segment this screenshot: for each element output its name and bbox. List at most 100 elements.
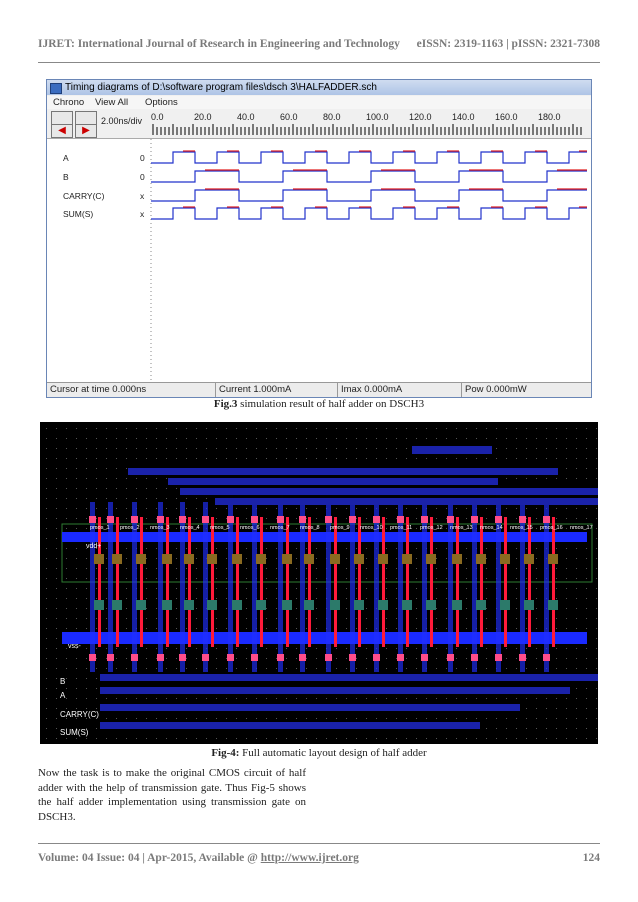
grid-dot (386, 518, 387, 519)
grid-dot (296, 718, 297, 719)
grid-dot (366, 718, 367, 719)
grid-dot (576, 738, 577, 739)
grid-dot (536, 698, 537, 699)
grid-dot (296, 508, 297, 509)
grid-dot (456, 738, 457, 739)
grid-dot (216, 528, 217, 529)
grid-dot (306, 578, 307, 579)
grid-dot (246, 608, 247, 609)
grid-dot (576, 528, 577, 529)
signal-name-carry: CARRY(C) (63, 191, 105, 201)
scroll-right-icon[interactable]: ▶ (75, 124, 97, 138)
grid-dot (46, 438, 47, 439)
grid-dot (346, 518, 347, 519)
grid-dot (426, 718, 427, 719)
grid-dot (276, 648, 277, 649)
grid-dot (56, 678, 57, 679)
contact (397, 654, 404, 661)
grid-dot (96, 498, 97, 499)
grid-dot (166, 498, 167, 499)
grid-dot (76, 488, 77, 489)
grid-dot (206, 438, 207, 439)
grid-dot (66, 578, 67, 579)
transistor-label: nmos_17 (570, 525, 593, 531)
grid-dot (586, 578, 587, 579)
grid-dot (76, 708, 77, 709)
grid-dot (176, 598, 177, 599)
waveforms (150, 139, 587, 382)
grid-dot (316, 668, 317, 669)
menu-options[interactable]: Options (145, 97, 178, 108)
contact (131, 516, 138, 523)
time-ruler[interactable]: 0.0 20.0 40.0 60.0 80.0 100.0 120.0 140.… (151, 110, 583, 137)
grid-dot (376, 718, 377, 719)
grid-dot (416, 568, 417, 569)
grid-dot (356, 508, 357, 509)
grid-dot (246, 448, 247, 449)
grid-dot (266, 428, 267, 429)
grid-dot (346, 588, 347, 589)
grid-dot (86, 598, 87, 599)
grid-dot (556, 588, 557, 589)
grid-dot (76, 688, 77, 689)
grid-dot (466, 698, 467, 699)
grid-dot (396, 608, 397, 609)
grid-dot (406, 698, 407, 699)
scroll-left-icon[interactable]: ◀ (51, 124, 73, 138)
menu-view-all[interactable]: View All (95, 97, 129, 108)
grid-dot (556, 708, 557, 709)
grid-dot (306, 658, 307, 659)
grid-dot (526, 708, 527, 709)
grid-dot (306, 428, 307, 429)
window-titlebar[interactable]: Timing diagrams of D:\software program f… (47, 80, 591, 95)
waveform-plot[interactable]: A B CARRY(C) SUM(S) 0 0 x x (47, 138, 591, 382)
grid-dot (46, 568, 47, 569)
clock-wave-icon[interactable] (75, 111, 97, 125)
menu-chrono[interactable]: Chrono (53, 97, 85, 108)
poly-gate (358, 517, 361, 647)
grid-dot (366, 428, 367, 429)
grid-dot (226, 618, 227, 619)
grid-dot (46, 588, 47, 589)
grid-dot (586, 588, 587, 589)
grid-dot (296, 668, 297, 669)
grid-dot (296, 738, 297, 739)
grid-dot (236, 508, 237, 509)
grid-dot (506, 508, 507, 509)
grid-dot (56, 488, 57, 489)
grid-dot (96, 548, 97, 549)
grid-dot (486, 738, 487, 739)
grid-dot (406, 738, 407, 739)
footer-url-link[interactable]: http://www.ijret.org (260, 852, 359, 864)
grid-dot (296, 658, 297, 659)
metal-column (326, 502, 331, 672)
diffusion (378, 554, 388, 564)
grid-dot (486, 458, 487, 459)
grid-dot (276, 658, 277, 659)
grid-dot (106, 468, 107, 469)
diffusion (94, 600, 104, 610)
grid-dot (406, 508, 407, 509)
grid-dot (206, 498, 207, 499)
grid-dot (166, 738, 167, 739)
grid-dot (66, 508, 67, 509)
grid-dot (116, 468, 117, 469)
step-wave-icon[interactable] (51, 111, 73, 125)
grid-dot (416, 698, 417, 699)
grid-dot (406, 668, 407, 669)
grid-dot (66, 488, 67, 489)
grid-dot (466, 668, 467, 669)
grid-dot (356, 598, 357, 599)
grid-dot (186, 428, 187, 429)
grid-dot (336, 658, 337, 659)
grid-dot (576, 468, 577, 469)
grid-dot (96, 468, 97, 469)
grid-dot (486, 548, 487, 549)
grid-dot (586, 698, 587, 699)
grid-dot (316, 598, 317, 599)
grid-dot (266, 508, 267, 509)
grid-dot (76, 428, 77, 429)
grid-dot (246, 548, 247, 549)
grid-dot (536, 528, 537, 529)
routing-strip (100, 687, 570, 694)
